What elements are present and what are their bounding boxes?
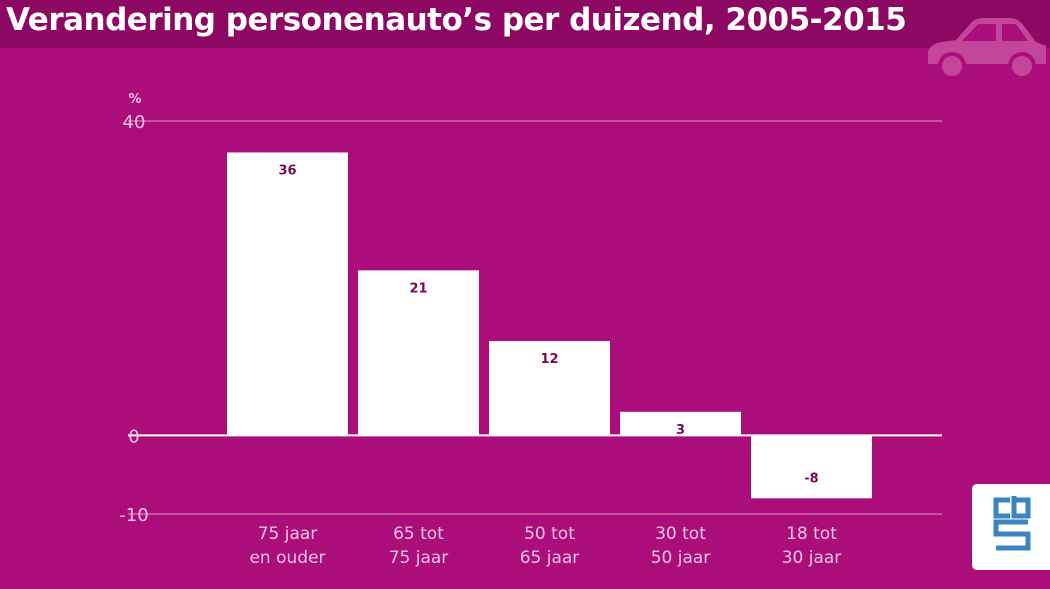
- bar: [620, 411, 741, 436]
- x-tick-label: 65 jaar: [520, 548, 580, 568]
- title-bar: Verandering personenauto’s per duizend, …: [0, 0, 1050, 48]
- x-tick-label: 75 jaar: [389, 548, 449, 568]
- y-axis-unit: %: [128, 92, 141, 107]
- bar: [489, 341, 610, 436]
- bar-value-label: -8: [804, 471, 818, 486]
- y-tick-label: 40: [123, 112, 146, 133]
- car-icon: [922, 14, 1050, 90]
- bar-value-label: 3: [676, 423, 685, 438]
- y-tick-label: -10: [119, 505, 148, 526]
- bar-value-label: 36: [278, 163, 296, 178]
- x-tick-label: 18 tot: [786, 524, 837, 544]
- chart-title: Verandering personenauto’s per duizend, …: [6, 2, 907, 38]
- x-tick-label: 50 jaar: [651, 548, 711, 568]
- bar-value-label: 12: [540, 352, 558, 367]
- x-tick-label: 30 tot: [655, 524, 706, 544]
- x-tick-label: 50 tot: [524, 524, 575, 544]
- bar: [227, 152, 348, 436]
- bar: [358, 270, 479, 436]
- y-tick-label: 0: [128, 426, 139, 447]
- x-tick-label: en ouder: [249, 548, 325, 568]
- x-tick-label: 75 jaar: [258, 524, 318, 544]
- bar: [751, 435, 872, 499]
- x-tick-label: 30 jaar: [782, 548, 842, 568]
- cbs-logo: [972, 484, 1050, 570]
- x-tick-label: 65 tot: [393, 524, 444, 544]
- bar-value-label: 21: [409, 281, 427, 296]
